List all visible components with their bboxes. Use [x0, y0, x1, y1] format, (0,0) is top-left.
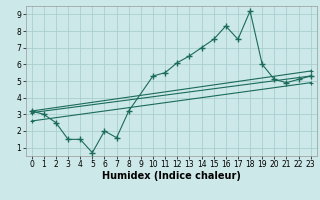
X-axis label: Humidex (Indice chaleur): Humidex (Indice chaleur) — [102, 171, 241, 181]
